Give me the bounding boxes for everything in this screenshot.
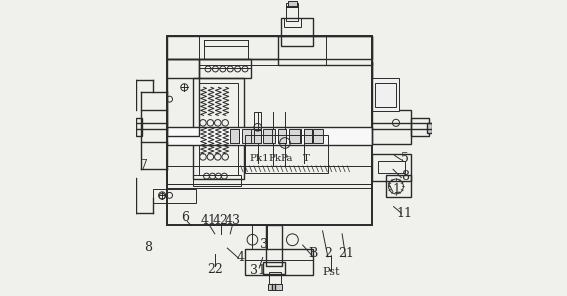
Bar: [386, 175, 411, 197]
Bar: [193, 175, 240, 186]
Bar: [411, 118, 429, 136]
Bar: [199, 59, 251, 68]
Bar: [373, 78, 399, 111]
Bar: [245, 249, 313, 260]
Bar: [245, 249, 313, 275]
Text: 11: 11: [397, 207, 413, 220]
Bar: [230, 129, 239, 143]
Bar: [288, 1, 297, 7]
Bar: [141, 110, 167, 142]
Text: 22: 22: [208, 263, 223, 276]
Bar: [193, 78, 244, 179]
Bar: [153, 189, 196, 203]
Bar: [167, 59, 199, 136]
Bar: [263, 262, 285, 274]
Text: 5: 5: [401, 152, 409, 165]
Text: Pa: Pa: [280, 154, 293, 163]
Text: Pk: Pk: [269, 154, 282, 163]
Text: 6: 6: [181, 211, 189, 224]
Bar: [167, 127, 373, 145]
Bar: [167, 166, 373, 184]
Text: 8: 8: [401, 170, 409, 183]
Bar: [281, 18, 313, 46]
Text: Pk1: Pk1: [249, 154, 269, 163]
Bar: [167, 36, 373, 225]
Bar: [378, 161, 405, 173]
Bar: [263, 129, 274, 143]
Bar: [375, 83, 396, 107]
Bar: [278, 36, 373, 65]
Bar: [254, 129, 261, 143]
Text: 31: 31: [251, 264, 266, 277]
Text: 41: 41: [201, 214, 217, 227]
Bar: [252, 225, 267, 249]
Bar: [285, 18, 301, 27]
Bar: [289, 129, 301, 143]
Bar: [278, 129, 286, 143]
Text: 43: 43: [225, 214, 240, 227]
Text: 4: 4: [236, 251, 244, 264]
Text: T: T: [303, 154, 310, 163]
Bar: [199, 59, 251, 78]
Text: 21: 21: [338, 247, 354, 260]
Text: 8: 8: [144, 241, 152, 254]
Bar: [373, 154, 411, 181]
Text: 1: 1: [392, 183, 400, 196]
Bar: [427, 123, 431, 133]
Bar: [268, 284, 282, 290]
Text: 7: 7: [141, 159, 149, 172]
Bar: [199, 36, 327, 65]
Bar: [313, 129, 323, 143]
Bar: [304, 129, 312, 143]
Text: B: B: [308, 247, 318, 260]
Bar: [204, 40, 248, 46]
Bar: [286, 3, 298, 21]
Bar: [167, 36, 373, 59]
Bar: [269, 272, 281, 284]
Bar: [242, 129, 254, 143]
Text: Pst: Pst: [322, 267, 340, 277]
Text: 2: 2: [324, 247, 332, 260]
Bar: [373, 110, 411, 144]
Bar: [254, 112, 261, 130]
Bar: [199, 83, 238, 175]
Text: 3: 3: [260, 238, 268, 251]
Bar: [266, 225, 282, 266]
Bar: [245, 135, 328, 173]
Text: 42: 42: [213, 214, 229, 227]
Bar: [136, 118, 142, 136]
